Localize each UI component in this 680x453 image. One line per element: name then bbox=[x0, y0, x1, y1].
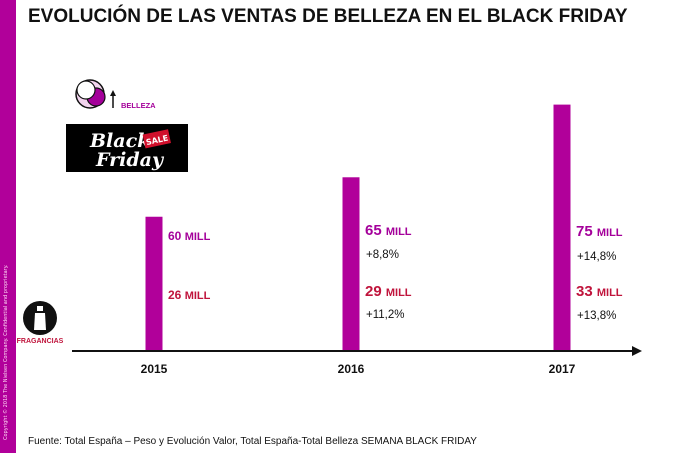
fragancias-icon bbox=[23, 301, 57, 335]
bar-2017 bbox=[553, 104, 571, 350]
fragancias-growth-2016: +11,2% bbox=[366, 309, 404, 321]
fragancias-growth-2017: +13,8% bbox=[577, 310, 616, 322]
bar-2016 bbox=[342, 177, 360, 350]
black-friday-logo: Black Friday SALE bbox=[66, 124, 188, 172]
svg-text:Black: Black bbox=[89, 130, 150, 152]
fragancias-value-2017: 33 MILL bbox=[576, 283, 623, 300]
source-note: Fuente: Total España – Peso y Evolución … bbox=[28, 436, 477, 447]
belleza-value-2016: 65 MILL bbox=[365, 222, 412, 239]
brand-sidebar: Copyright © 2018 The Nielsen Company. Co… bbox=[0, 0, 16, 453]
bar-2015 bbox=[145, 216, 163, 350]
belleza-growth-2017: +14,8% bbox=[577, 251, 616, 263]
belleza-value-2015: 60 MILL bbox=[168, 229, 211, 243]
fragancias-value-2016: 29 MILL bbox=[365, 283, 412, 300]
belleza-icon bbox=[75, 79, 116, 109]
legend-fragancias: FRAGANCIAS bbox=[17, 338, 64, 345]
page-title: EVOLUCIÓN DE LAS VENTAS DE BELLEZA EN EL… bbox=[28, 6, 628, 27]
x-tick-2016: 2016 bbox=[338, 362, 365, 376]
x-axis-arrow bbox=[632, 346, 642, 356]
belleza-value-2017: 75 MILL bbox=[576, 223, 623, 240]
x-tick-2015: 2015 bbox=[141, 362, 168, 376]
legend-belleza: BELLEZA bbox=[121, 101, 156, 110]
svg-text:Friday: Friday bbox=[95, 149, 165, 171]
fragancias-value-2015: 26 MILL bbox=[168, 288, 211, 302]
belleza-growth-2016: +8,8% bbox=[366, 249, 399, 261]
x-tick-2017: 2017 bbox=[549, 362, 576, 376]
